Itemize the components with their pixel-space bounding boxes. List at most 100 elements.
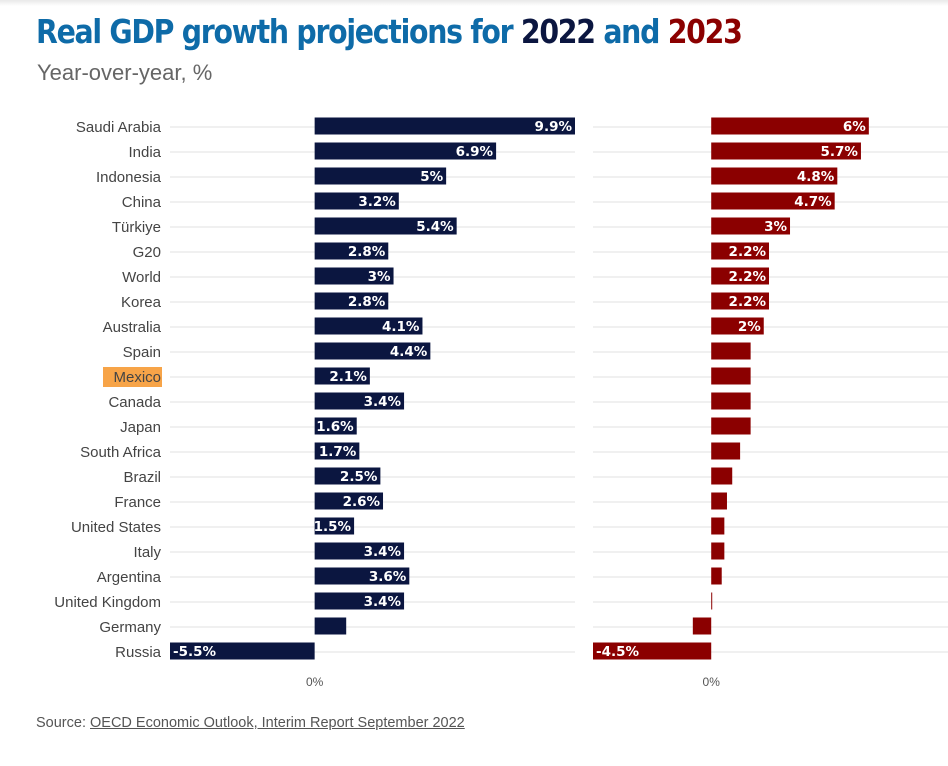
bar-2023 — [711, 117, 869, 135]
bar-2022 — [314, 442, 360, 460]
value-label-2022: 3% — [368, 269, 391, 285]
bar-2023 — [711, 392, 751, 410]
category-label: China — [122, 194, 162, 211]
bar-2022 — [314, 292, 389, 310]
value-label-2023: 2.2% — [729, 294, 767, 310]
value-label-2022: 4.1% — [382, 319, 420, 335]
bar-2022 — [314, 392, 405, 410]
bar-2023 — [711, 192, 835, 210]
category-label: South Africa — [80, 444, 162, 461]
value-label-2022: 2.5% — [340, 469, 378, 485]
category-label: Indonesia — [96, 169, 162, 186]
category-label: G20 — [133, 244, 161, 261]
bar-2022 — [314, 217, 457, 235]
bar-2022 — [170, 642, 315, 660]
bar-2023 — [692, 617, 712, 635]
value-label-2022: 3.4% — [364, 594, 402, 610]
category-label: Australia — [103, 319, 162, 336]
category-label: Türkiye — [112, 219, 161, 236]
value-label-2022: -5.5% — [173, 644, 217, 660]
x-tick-label: 0% — [306, 675, 324, 689]
bar-2023 — [711, 142, 861, 160]
source-link[interactable]: OECD Economic Outlook, Interim Report Se… — [90, 715, 465, 731]
bar-2023 — [711, 592, 713, 610]
bar-2023 — [711, 567, 722, 585]
bar-2023 — [711, 267, 770, 285]
bar-2023 — [711, 167, 838, 185]
value-label-2023: 6% — [843, 119, 866, 135]
bar-2023 — [711, 492, 727, 510]
value-label-2022: 3.6% — [369, 569, 407, 585]
title-middle: and — [594, 12, 668, 51]
value-label-2022: 2.1% — [329, 369, 367, 385]
bar-2022 — [314, 317, 423, 335]
value-label-2022: 3.4% — [364, 544, 402, 560]
value-label-2023: 4.8% — [797, 169, 835, 185]
bar-2022 — [314, 542, 405, 560]
category-label: Brazil — [123, 469, 161, 486]
value-label-2022: 1.6% — [316, 419, 354, 435]
category-label: Germany — [99, 619, 161, 636]
value-label-2022: 9.9% — [535, 119, 573, 135]
category-label: Japan — [120, 419, 161, 436]
top-shadow — [0, 0, 948, 6]
bar-2022 — [314, 492, 384, 510]
highlight-box — [103, 367, 162, 387]
category-label: Spain — [123, 344, 161, 361]
bar-2022 — [314, 267, 394, 285]
title-year-2022: 2022 — [520, 12, 596, 51]
category-label: Russia — [115, 644, 162, 661]
category-label: Italy — [133, 544, 161, 561]
value-label-2022: 5.4% — [416, 219, 454, 235]
value-label-2023: 4.7% — [794, 194, 832, 210]
value-label-2023: 5.7% — [820, 144, 858, 160]
bar-2022 — [314, 242, 389, 260]
value-label-2022: 1.5% — [314, 519, 352, 535]
bar-2022 — [314, 417, 357, 435]
category-label: Saudi Arabia — [76, 119, 162, 136]
bar-2022 — [314, 467, 381, 485]
bar-2022 — [314, 592, 405, 610]
bar-2023 — [711, 517, 725, 535]
value-label-2022: 4.4% — [390, 344, 428, 360]
value-label-2022: 2.6% — [343, 494, 381, 510]
bar-2023 — [711, 342, 751, 360]
category-label: Argentina — [97, 569, 162, 586]
bar-2022 — [314, 617, 347, 635]
bar-2022 — [314, 142, 497, 160]
bar-2022 — [314, 117, 575, 135]
title-year-2023: 2023 — [667, 12, 743, 51]
bar-2022 — [314, 167, 447, 185]
bar-chart: Saudi Arabia India Indonesia China Türkiye G2… — [54, 117, 948, 689]
bar-2023 — [711, 292, 770, 310]
bar-2023 — [711, 467, 733, 485]
value-label-2023: 3% — [764, 219, 787, 235]
bar-2023 — [711, 417, 751, 435]
value-label-2022: 3.4% — [364, 394, 402, 410]
x-tick-label: 0% — [703, 675, 721, 689]
category-label: India — [128, 144, 161, 161]
value-label-2023: 2% — [738, 319, 761, 335]
source-label: Source: — [36, 715, 90, 731]
value-label-2023: 2.2% — [729, 269, 767, 285]
bar-2022 — [314, 567, 410, 585]
title-prefix: Real GDP growth projections for — [36, 12, 521, 51]
bar-2022 — [314, 517, 355, 535]
category-label: Canada — [108, 394, 161, 411]
category-label: Mexico — [113, 369, 161, 386]
category-label: France — [114, 494, 161, 511]
bar-2022 — [314, 367, 370, 385]
value-label-2022: 6.9% — [456, 144, 494, 160]
value-label-2023: -4.5% — [596, 644, 640, 660]
bar-2022 — [314, 342, 431, 360]
chart-subtitle: Year-over-year, % — [37, 60, 213, 85]
bar-2023 — [711, 542, 725, 560]
bar-2023 — [593, 642, 712, 660]
category-label: United States — [71, 519, 161, 536]
category-label: Korea — [121, 294, 162, 311]
bar-2023 — [711, 217, 791, 235]
value-label-2023: 2.2% — [729, 244, 767, 260]
chart-title: Real GDP growth projections for 2022 and… — [36, 8, 743, 56]
source-note: Source: OECD Economic Outlook, Interim R… — [36, 715, 465, 731]
value-label-2022: 2.8% — [348, 244, 386, 260]
